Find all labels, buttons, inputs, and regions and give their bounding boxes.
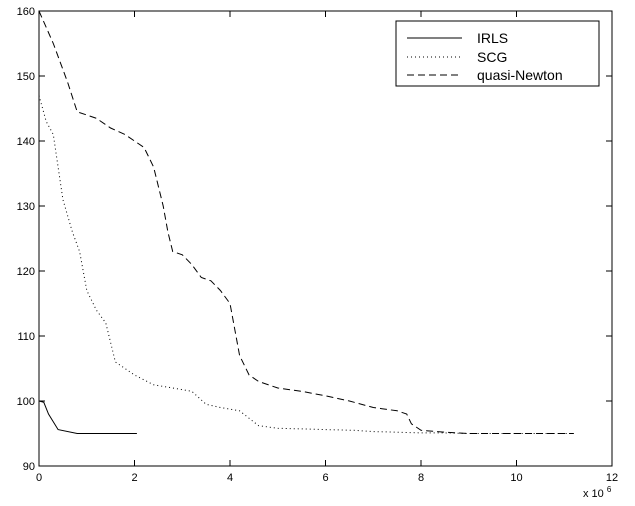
x-axis-multiplier: x 10 6 xyxy=(583,485,612,500)
x-tick-label: 12 xyxy=(606,472,618,484)
x-tick-label: 10 xyxy=(510,472,522,484)
legend-label-irls: IRLS xyxy=(477,30,508,46)
x-tick-label: 4 xyxy=(227,472,233,484)
y-tick-label: 120 xyxy=(17,266,35,278)
x-tick-label: 2 xyxy=(131,472,137,484)
x-tick-label: 8 xyxy=(418,472,424,484)
legend-label-quasi-newton: quasi-Newton xyxy=(477,67,563,83)
x-tick-label: 0 xyxy=(36,472,42,484)
y-tick-label: 90 xyxy=(23,461,35,473)
x-axis-multiplier-base: x 10 xyxy=(583,488,604,500)
y-tick-label: 150 xyxy=(17,71,35,83)
legend: IRLS SCG quasi-Newton xyxy=(396,21,599,86)
y-tick-label: 160 xyxy=(17,6,35,18)
y-tick-label: 130 xyxy=(17,201,35,213)
y-tick-label: 140 xyxy=(17,136,35,148)
y-tick-label: 100 xyxy=(17,396,35,408)
legend-label-scg: SCG xyxy=(477,49,507,65)
y-tick-label: 110 xyxy=(17,331,35,343)
x-axis-multiplier-exponent: 6 xyxy=(607,485,612,494)
x-tick-label: 6 xyxy=(322,472,328,484)
